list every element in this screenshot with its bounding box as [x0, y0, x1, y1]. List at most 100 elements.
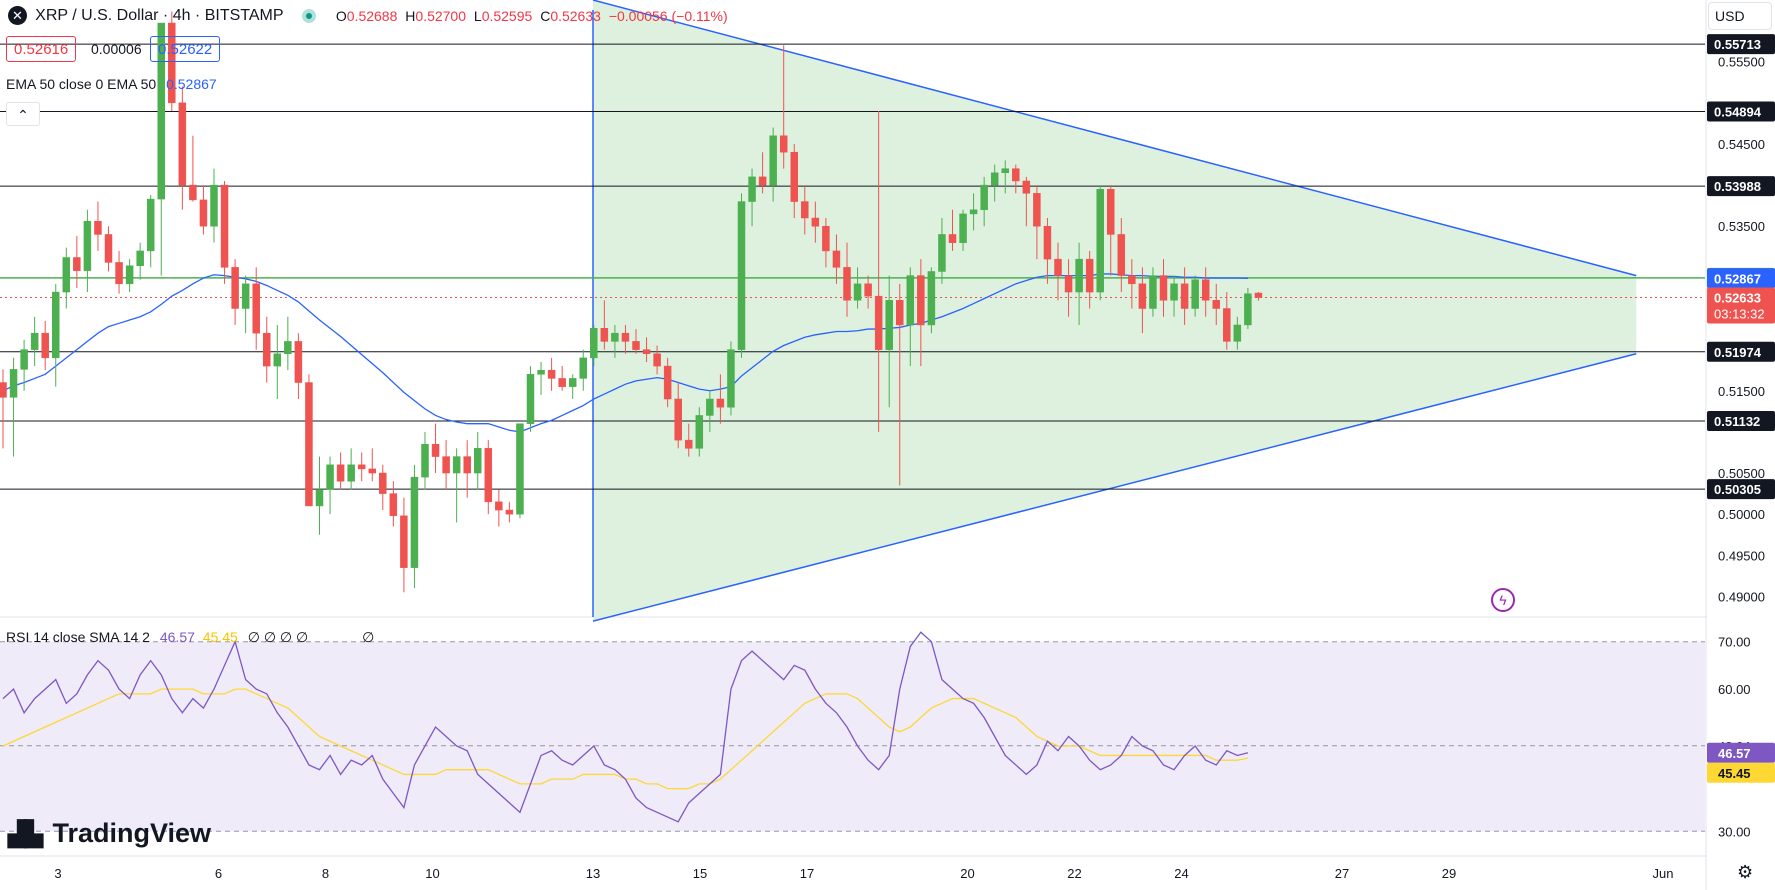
ema-label: EMA 50 close 0 EMA 50 [6, 76, 157, 92]
rsi-legend[interactable]: RSI 14 close SMA 14 2 46.57 45.45 ∅ ∅ ∅ … [6, 629, 374, 646]
price-label-text: 0.55713 [1714, 37, 1761, 52]
price-axis-bg [1707, 0, 1775, 890]
candle-body [927, 271, 936, 326]
candle-body [1043, 225, 1052, 260]
time-tick-label: Jun [1653, 866, 1674, 881]
candle-body [1064, 275, 1073, 293]
candle-body [600, 327, 609, 342]
candle-body [421, 443, 429, 478]
rsi-value-badge [1707, 742, 1775, 763]
candle-body [94, 221, 102, 235]
rsi-placeholder-values: ∅ ∅ ∅ ∅ [247, 629, 309, 645]
time-tick-label: 27 [1335, 866, 1349, 881]
candle-body [526, 374, 535, 424]
candle-body [769, 135, 777, 186]
candle-body [474, 448, 482, 474]
time-tick-label: 6 [215, 866, 222, 881]
rsi-sma-badge-text: 45.45 [1718, 766, 1751, 781]
candle-body [336, 464, 345, 482]
candle-body [685, 439, 693, 449]
candle-body [41, 332, 49, 359]
candle-body [104, 234, 113, 263]
candle-body [959, 213, 967, 243]
candle-body [790, 151, 798, 202]
candle-body [505, 509, 514, 515]
candle-body [326, 464, 334, 490]
candle-body [52, 291, 60, 359]
candle-body [811, 217, 820, 227]
candle-body [442, 456, 450, 474]
candle-body [1001, 168, 1009, 174]
gear-icon[interactable]: ⚙ [1737, 862, 1754, 882]
candle-body [189, 184, 197, 201]
candle-body [62, 257, 71, 293]
price-label-level [1707, 341, 1775, 362]
candle-body [1149, 275, 1157, 309]
candle-body [1075, 258, 1083, 293]
candle-body [516, 423, 524, 515]
candle-body [347, 464, 355, 482]
tradingview-watermark: ▟▙ TradingView [8, 818, 211, 849]
rsi-label: RSI 14 close SMA 14 2 [6, 629, 150, 645]
candle-body [706, 398, 714, 416]
rsi-line [2, 631, 1249, 823]
rsi-sma-value: 45.45 [202, 629, 238, 645]
candle-body [284, 341, 292, 354]
candle-body [273, 353, 282, 367]
lightning-icon[interactable]: ϟ [1491, 588, 1515, 612]
price-label-level [1707, 411, 1775, 432]
candle-body [1128, 275, 1136, 285]
candle-body [1085, 258, 1094, 293]
price-tick-label: 0.53500 [1718, 219, 1765, 234]
time-tick-label: 13 [586, 866, 600, 881]
candle-body [146, 198, 155, 252]
ema-legend[interactable]: EMA 50 close 0 EMA 50 0.52867 [6, 76, 217, 92]
candle-body [822, 225, 830, 252]
price-tick-label: 0.49500 [1718, 548, 1765, 563]
candle-body [1107, 188, 1115, 235]
candle-body [1159, 275, 1168, 301]
triangle-lower-trendline [592, 353, 1637, 622]
candle-body [969, 209, 978, 215]
symbol-title[interactable]: XRP / U.S. Dollar · 4h · BITSTAMP [35, 6, 284, 24]
candle-body [832, 250, 841, 268]
tradingview-logo-icon: ▟▙ [8, 821, 43, 848]
candle-body [1096, 188, 1104, 293]
price-label-level [1707, 176, 1775, 197]
candle-body [305, 382, 313, 507]
collapse-legend-button[interactable]: ⌃ [6, 102, 40, 126]
price-label-text: 0.51974 [1714, 345, 1762, 360]
candle-body [917, 275, 925, 326]
currency-selector[interactable]: USD [1708, 2, 1772, 30]
rsi-tick-label: 70.00 [1718, 635, 1751, 650]
time-tick-label: 24 [1174, 866, 1188, 881]
candle-body [1117, 234, 1126, 276]
candle-body [896, 300, 904, 326]
price-label-ema [1707, 268, 1775, 289]
candle-body [1170, 283, 1178, 301]
time-tick-label: 10 [425, 866, 439, 881]
price-label-text: 0.51132 [1714, 414, 1760, 429]
candle-body [547, 369, 556, 379]
candle-body [853, 283, 862, 301]
candle-body [400, 515, 408, 568]
candle-body [431, 443, 440, 457]
candle-body [1033, 193, 1041, 227]
sell-price-button[interactable]: 0.52616 [6, 36, 77, 62]
candle-body [495, 501, 503, 511]
triangle-upper-trendline [592, 0, 1637, 277]
buy-price-button[interactable]: 0.52622 [150, 36, 221, 62]
market-status-icon[interactable] [301, 8, 316, 23]
candle-body [1012, 168, 1020, 182]
high-value: 0.52700 [415, 7, 466, 24]
candle-body [590, 327, 598, 359]
candle-body [558, 378, 566, 387]
candle-body [611, 332, 619, 342]
candle-body [801, 201, 809, 219]
candle-body [874, 295, 883, 350]
price-label-text: 0.54894 [1714, 105, 1762, 120]
triangle-fill [593, 0, 1637, 622]
candle-body [716, 398, 725, 408]
price-tick-label: 0.50500 [1718, 466, 1765, 481]
